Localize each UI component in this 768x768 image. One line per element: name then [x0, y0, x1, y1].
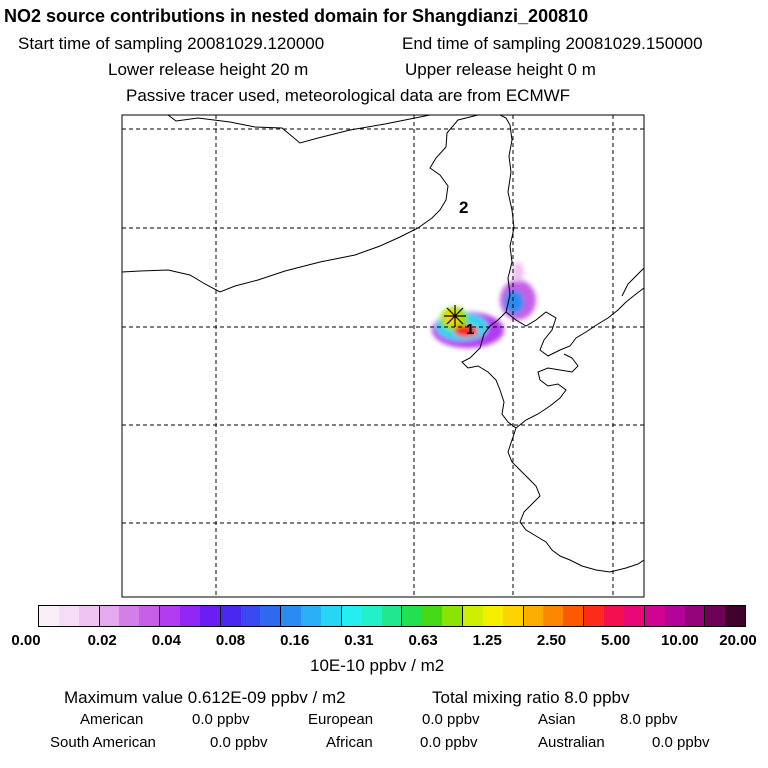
colorbar-swatch [281, 606, 302, 626]
colorbar-tick-label: 0.63 [408, 632, 438, 649]
tracer-info-label: Passive tracer used, meteorological data… [126, 86, 571, 105]
american-value: 0.0 ppbv [192, 711, 250, 728]
colorbar-swatch [402, 606, 423, 626]
colorbar-tick-label: 0.02 [87, 632, 117, 649]
total-mixing-label: Total mixing ratio 8.0 ppbv [432, 688, 630, 707]
colorbar-swatch [39, 606, 59, 626]
colorbar-tick-label: 0.08 [215, 632, 246, 649]
colorbar-swatch [220, 606, 241, 626]
map-panel: 2 1 [121, 114, 645, 598]
asian-value: 8.0 ppbv [620, 711, 678, 728]
lower-release-label: Lower release height 20 m [108, 60, 309, 79]
european-value: 0.0 ppbv [422, 711, 480, 728]
colorbar-swatch [523, 606, 544, 626]
colorbar-tick-label: 1.25 [472, 632, 502, 649]
borders-and-coastline [122, 115, 644, 573]
colorbar [38, 605, 746, 627]
map-gridlines [122, 115, 644, 597]
colorbar-unit: 10E-10 ppbv / m2 [310, 656, 445, 675]
colorbar-swatch [381, 606, 403, 626]
african-value: 0.0 ppbv [420, 734, 478, 751]
colorbar-tick-label: 10.00 [661, 632, 699, 649]
upper-release-label: Upper release height 0 m [405, 60, 596, 79]
colorbar-tick-label: 20.00 [719, 632, 757, 649]
colorbar-tick-label: 0.04 [151, 632, 181, 649]
start-time-label: Start time of sampling 20081029.120000 [18, 34, 325, 53]
border-north [167, 115, 431, 144]
colorbar-swatch [99, 606, 120, 626]
colorbar-swatch [705, 606, 726, 626]
region-label-1: 1 [466, 321, 474, 338]
border-east [499, 115, 515, 313]
australian-value: 0.0 ppbv [652, 734, 710, 751]
colorbar-swatch [321, 606, 342, 626]
colorbar-tick-label: 0.16 [280, 632, 310, 649]
colorbar-swatch [664, 606, 685, 626]
plume-layer [432, 262, 536, 348]
colorbar-tick-label: 0.31 [344, 632, 374, 649]
colorbar-swatch [422, 606, 443, 626]
plume-east-core [504, 290, 524, 314]
south-american-value: 0.0 ppbv [210, 734, 268, 751]
colorbar-tick-label: 2.50 [536, 632, 567, 649]
colorbar-swatch [119, 606, 140, 626]
coastline-west [461, 311, 644, 573]
australian-name: Australian [538, 734, 605, 751]
colorbar-swatch [78, 606, 100, 626]
colorbar-swatch [341, 606, 362, 626]
plume-yellow [444, 310, 460, 326]
colorbar-swatch [684, 606, 706, 626]
colorbar-swatch [644, 606, 665, 626]
max-value-label: Maximum value 0.612E-09 ppbv / m2 [64, 688, 346, 707]
coastline-shandong-north [515, 353, 579, 429]
colorbar-swatch [604, 606, 624, 626]
colorbar-swatch [563, 606, 585, 626]
plume-north-tail [512, 262, 524, 282]
map-background [122, 115, 644, 597]
map-frame [121, 114, 645, 598]
plume-red [454, 325, 478, 337]
european-name: European [308, 711, 374, 728]
colorbar-swatch [301, 606, 322, 626]
colorbar-swatch [463, 606, 483, 626]
border-inner-mongolia [122, 115, 479, 293]
colorbar-swatch [58, 606, 79, 626]
american-name: American [80, 711, 144, 728]
colorbar-swatch [442, 606, 464, 626]
colorbar-tick-label: 5.00 [601, 632, 631, 649]
asian-name: Asian [538, 711, 576, 728]
colorbar-swatch [725, 606, 746, 626]
colorbar-swatch [240, 606, 261, 626]
african-name: African [326, 734, 373, 751]
colorbar-swatch [502, 606, 524, 626]
colorbar-swatch [260, 606, 282, 626]
coastline-northeast [621, 267, 644, 297]
colorbar-swatch [584, 606, 605, 626]
colorbar-swatch [482, 606, 503, 626]
coastline-bohai [505, 287, 644, 357]
station-star-icon [444, 305, 466, 327]
colorbar-swatch [180, 606, 200, 626]
colorbar-swatch [160, 606, 181, 626]
colorbar-swatch [139, 606, 161, 626]
plot-title: NO2 source contributions in nested domai… [4, 6, 589, 26]
colorbar-swatch [199, 606, 221, 626]
region-label-2: 2 [459, 198, 468, 217]
colorbar-swatch [623, 606, 645, 626]
colorbar-swatch [543, 606, 564, 626]
end-time-label: End time of sampling 20081029.150000 [402, 34, 703, 53]
colorbar-swatch [361, 606, 382, 626]
colorbar-tick-label: 0.00 [11, 632, 41, 649]
south-american-name: South American [50, 734, 156, 751]
